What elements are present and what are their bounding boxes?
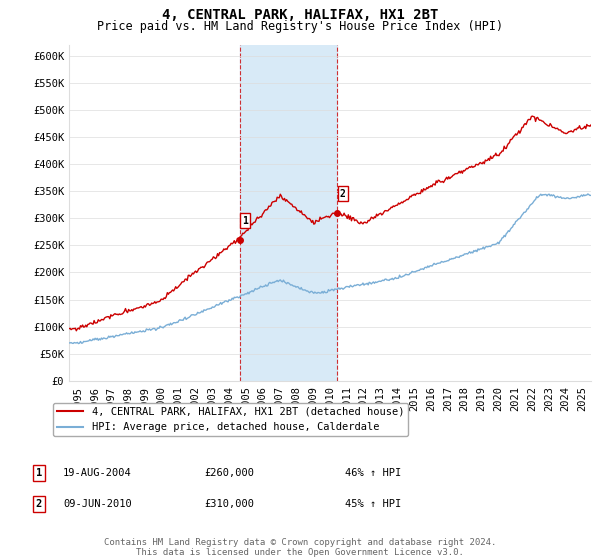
Text: 19-AUG-2004: 19-AUG-2004 <box>63 468 132 478</box>
Text: 45% ↑ HPI: 45% ↑ HPI <box>345 499 401 509</box>
Text: 2: 2 <box>36 499 42 509</box>
Text: Price paid vs. HM Land Registry's House Price Index (HPI): Price paid vs. HM Land Registry's House … <box>97 20 503 32</box>
Text: £310,000: £310,000 <box>204 499 254 509</box>
Legend: 4, CENTRAL PARK, HALIFAX, HX1 2BT (detached house), HPI: Average price, detached: 4, CENTRAL PARK, HALIFAX, HX1 2BT (detac… <box>53 403 409 436</box>
Text: £260,000: £260,000 <box>204 468 254 478</box>
Text: 1: 1 <box>36 468 42 478</box>
Text: 09-JUN-2010: 09-JUN-2010 <box>63 499 132 509</box>
Bar <box>239 45 337 381</box>
Text: Contains HM Land Registry data © Crown copyright and database right 2024.
This d: Contains HM Land Registry data © Crown c… <box>104 538 496 557</box>
Text: 46% ↑ HPI: 46% ↑ HPI <box>345 468 401 478</box>
Text: 1: 1 <box>242 216 248 226</box>
Text: 4, CENTRAL PARK, HALIFAX, HX1 2BT: 4, CENTRAL PARK, HALIFAX, HX1 2BT <box>162 8 438 22</box>
Text: 2: 2 <box>340 189 346 199</box>
